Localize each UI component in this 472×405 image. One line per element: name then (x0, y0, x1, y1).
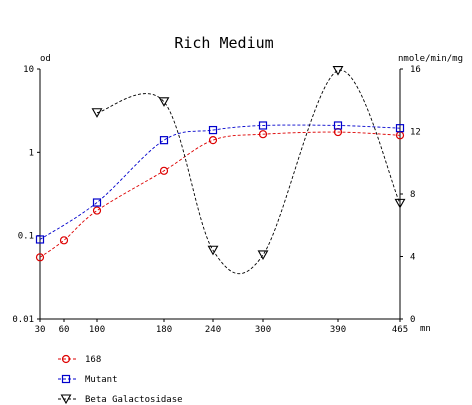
y-right-tick-label: 4 (410, 253, 415, 263)
x-tick-label: 100 (89, 325, 105, 335)
y-left-tick-label: 0.01 (12, 315, 34, 325)
y-right-tick-label: 0 (410, 315, 415, 325)
data-point-beta-galactosidase (394, 198, 406, 209)
data-point-beta-galactosidase (332, 66, 344, 76)
data-point-beta-galactosidase (207, 245, 219, 256)
data-point-mutant (92, 198, 102, 207)
x-tick-label: 465 (392, 325, 408, 335)
x-tick-label: 60 (59, 325, 70, 335)
data-point-168 (59, 236, 69, 245)
legend-label-mutant: Mutant (85, 375, 118, 385)
x-tick-label: 300 (255, 325, 271, 335)
y-right-tick-label: 12 (410, 128, 421, 138)
series-markers (35, 66, 406, 262)
legend-label-beta-galactosidase: Beta Galactosidase (85, 395, 183, 405)
data-point-beta-galactosidase (158, 97, 170, 107)
axis-ticks: 30 60 100 180 240 300 390 465 10 1 0.1 0.01 16 12 8 4 0 (12, 65, 421, 335)
y-right-tick-label: 8 (410, 190, 415, 200)
x-tick-label: 390 (330, 325, 346, 335)
data-point-168 (208, 136, 218, 145)
legend-marker-168 (61, 354, 71, 364)
x-tick-label: 180 (156, 325, 172, 335)
legend-label-168: 168 (85, 355, 101, 365)
x-unit-label: mn (420, 324, 431, 334)
data-point-mutant (395, 124, 405, 133)
legend: 168 Mutant Beta Galactosidase (58, 354, 183, 405)
x-tick-label: 240 (205, 325, 221, 335)
y-right-tick-label: 16 (410, 65, 421, 75)
y-left-tick-label: 1 (29, 148, 34, 158)
series-line-168 (39, 131, 401, 258)
chart-title: Rich Medium (174, 34, 273, 52)
data-point-168 (159, 166, 169, 175)
legend-marker-beta-galactosidase (60, 394, 72, 405)
legend-marker-mutant (61, 374, 71, 384)
data-point-168 (258, 130, 268, 139)
series-line-beta-galactosidase (96, 70, 401, 275)
right-axis-label: nmole/min/mg (398, 54, 463, 64)
y-left-tick-label: 0.1 (18, 232, 34, 242)
y-left-tick-label: 10 (23, 65, 34, 75)
data-point-mutant (208, 125, 218, 135)
series-line-mutant (39, 124, 401, 240)
series-lines (39, 70, 401, 275)
left-axis-label: od (40, 54, 51, 64)
data-point-mutant (35, 235, 45, 244)
data-point-beta-galactosidase (91, 108, 103, 118)
data-point-mutant (333, 121, 343, 130)
data-point-beta-galactosidase (257, 250, 269, 261)
data-point-168 (92, 206, 102, 215)
x-tick-label: 30 (35, 325, 46, 335)
data-point-mutant (159, 136, 169, 145)
data-point-mutant (258, 121, 268, 130)
data-point-168 (35, 253, 45, 262)
